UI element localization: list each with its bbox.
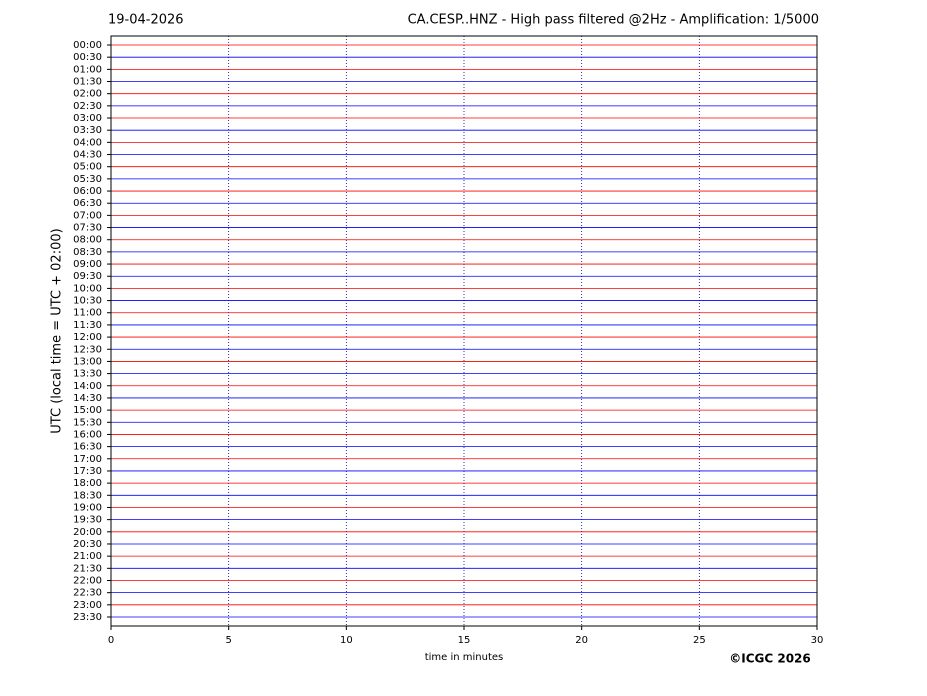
x-tick-label: 10	[340, 635, 353, 646]
y-tick-label: 10:30	[73, 296, 102, 307]
y-tick-label: 14:00	[73, 381, 102, 392]
y-axis-label: UTC (local time = UTC + 02:00)	[50, 228, 65, 433]
y-tick-label: 01:00	[73, 64, 102, 75]
y-tick-label: 04:00	[73, 137, 102, 148]
y-tick-label: 08:30	[73, 247, 102, 258]
y-tick-label: 02:30	[73, 101, 102, 112]
y-tick-label: 22:00	[73, 575, 102, 586]
y-tick-label: 17:30	[73, 466, 102, 477]
y-tick-label: 23:00	[73, 600, 102, 611]
y-tick-label: 02:00	[73, 89, 102, 100]
y-tick-label: 01:30	[73, 77, 102, 88]
y-tick-label: 11:30	[73, 320, 102, 331]
y-tick-label: 13:30	[73, 369, 102, 380]
y-tick-label: 16:30	[73, 442, 102, 453]
x-tick-label: 20	[575, 635, 588, 646]
x-tick-label: 25	[693, 635, 706, 646]
y-tick-label: 12:30	[73, 344, 102, 355]
y-tick-label: 14:30	[73, 393, 102, 404]
y-tick-label: 16:00	[73, 429, 102, 440]
y-tick-label: 21:30	[73, 563, 102, 574]
y-tick-label: 07:00	[73, 210, 102, 221]
y-tick-label: 00:00	[73, 40, 102, 51]
y-tick-label: 21:00	[73, 551, 102, 562]
y-tick-label: 05:30	[73, 174, 102, 185]
x-tick-label: 15	[458, 635, 471, 646]
y-tick-label: 00:30	[73, 52, 102, 63]
y-tick-label: 09:30	[73, 271, 102, 282]
y-tick-label: 15:30	[73, 417, 102, 428]
y-tick-label: 18:00	[73, 478, 102, 489]
y-tick-label: 03:00	[73, 113, 102, 124]
y-tick-label: 05:00	[73, 162, 102, 173]
y-tick-label: 15:00	[73, 405, 102, 416]
y-tick-label: 10:00	[73, 283, 102, 294]
y-tick-label: 23:30	[73, 612, 102, 623]
y-tick-label: 20:00	[73, 527, 102, 538]
y-tick-label: 20:30	[73, 539, 102, 550]
y-tick-label: 22:30	[73, 588, 102, 599]
x-tick-label: 30	[811, 635, 824, 646]
y-tick-label: 06:00	[73, 186, 102, 197]
y-tick-label: 08:00	[73, 235, 102, 246]
x-tick-label: 0	[108, 635, 114, 646]
y-tick-label: 19:30	[73, 515, 102, 526]
chart-title: CA.CESP..HNZ - High pass filtered @2Hz -…	[408, 13, 819, 28]
y-tick-label: 19:00	[73, 502, 102, 513]
y-tick-label: 07:30	[73, 223, 102, 234]
y-tick-label: 04:30	[73, 150, 102, 161]
x-axis-label: time in minutes	[425, 652, 504, 663]
y-tick-label: 12:00	[73, 332, 102, 343]
plot-frame	[110, 35, 818, 627]
credit: ©ICGC 2026	[729, 652, 811, 666]
y-tick-label: 18:30	[73, 490, 102, 501]
y-tick-label: 11:00	[73, 308, 102, 319]
date: 19-04-2026	[108, 13, 184, 28]
y-tick-label: 13:00	[73, 356, 102, 367]
y-tick-label: 03:30	[73, 125, 102, 136]
y-tick-label: 17:00	[73, 454, 102, 465]
y-tick-label: 09:00	[73, 259, 102, 270]
y-tick-label: 06:30	[73, 198, 102, 209]
x-tick-label: 5	[225, 635, 231, 646]
